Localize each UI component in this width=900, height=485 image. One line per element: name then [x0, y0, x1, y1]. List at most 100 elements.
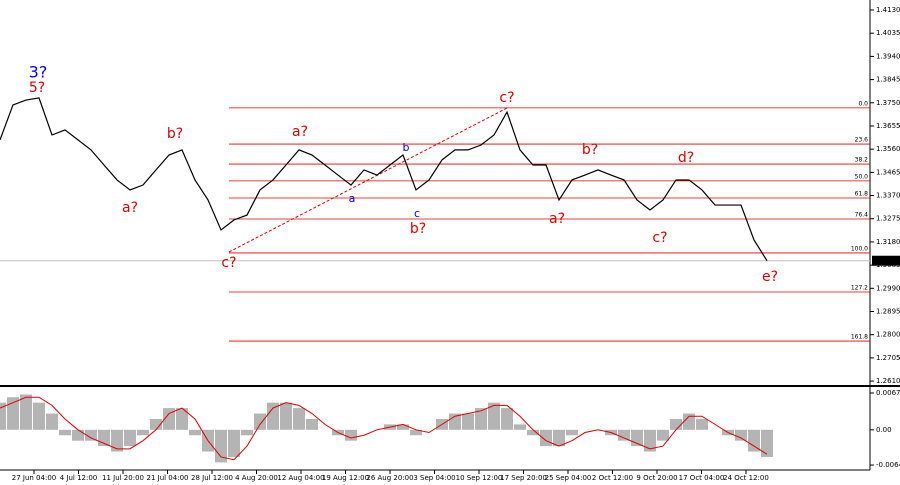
fib-label: 100.0 [851, 245, 868, 252]
x-tick-label: 17 Oct 04:00 [679, 474, 725, 482]
fib-label: 127.2 [851, 284, 868, 291]
x-tick-label: 19 Aug 12:00 [322, 474, 369, 482]
x-tick-label: 26 Aug 20:00 [366, 474, 413, 482]
wave-label: b? [167, 126, 183, 142]
histogram-bar [553, 429, 565, 447]
x-tick-label: 9 Oct 20:00 [636, 474, 677, 482]
x-tick-label: 21 Jul 04:00 [147, 474, 189, 482]
histogram-bar [7, 397, 19, 430]
histogram-bar [566, 429, 578, 436]
fib-label: 161.8 [851, 334, 868, 341]
signal-line [0, 396, 768, 461]
current-price-label: 1.3103 [874, 257, 899, 265]
y-tick-label: 1.4130 [876, 6, 900, 14]
histogram-bar [410, 429, 422, 436]
histogram-bar [488, 402, 500, 430]
histogram-bar [254, 413, 266, 430]
histogram-bar [241, 429, 253, 436]
x-tick-label: 11 Jul 20:00 [102, 474, 144, 482]
y-tick-label: 1.2990 [876, 284, 900, 292]
fib-label: 23.6 [855, 137, 869, 144]
histogram-bar [176, 408, 188, 430]
fib-label: 0.0 [858, 100, 868, 107]
wave-label: a [349, 192, 356, 205]
x-tick-label: 24 Oct 12:00 [723, 474, 769, 482]
histogram-bar [748, 429, 760, 452]
fib-label: 76.4 [855, 211, 869, 218]
histogram-bar [293, 408, 305, 430]
histogram-bar [163, 408, 175, 430]
histogram-bar [306, 418, 318, 430]
y-tick-label: 1.3750 [876, 99, 900, 107]
histogram-bar [514, 424, 526, 430]
histogram-bar [462, 413, 474, 430]
y-tick-label: 0.00678 [876, 389, 900, 397]
y-tick-label: 1.3845 [876, 76, 900, 84]
y-tick-label: 1.3655 [876, 122, 900, 130]
histogram-bar [644, 429, 656, 452]
histogram-bar [696, 418, 708, 430]
x-tick-label: 12 Aug 04:00 [277, 474, 324, 482]
histogram-bar [670, 418, 682, 430]
wave-label: b? [410, 221, 426, 237]
wave-label: c? [652, 230, 667, 246]
y-tick-label: 1.3275 [876, 215, 900, 223]
x-tick-label: 10 Sep 12:00 [456, 474, 503, 482]
histogram-bar [72, 429, 84, 441]
histogram-bar [280, 402, 292, 430]
histogram-bar [111, 429, 123, 452]
histogram-bar [761, 429, 773, 457]
fib-label: 50.0 [855, 173, 869, 180]
y-tick-label: 0.00 [876, 426, 892, 434]
histogram-bar [0, 402, 6, 430]
histogram-bar [657, 429, 669, 441]
histogram-bar [124, 429, 136, 447]
trend-line [228, 107, 508, 253]
fib-label: 61.8 [855, 190, 869, 197]
price-line [0, 97, 768, 262]
y-tick-label: 1.3180 [876, 238, 900, 246]
x-tick-label: 3 Sep 04:00 [413, 474, 455, 482]
fib-label: 38.2 [855, 157, 869, 164]
histogram-bar [540, 429, 552, 447]
y-tick-label: 1.2610 [876, 377, 900, 385]
histogram-bar [137, 429, 149, 436]
histogram-bar [85, 429, 97, 441]
x-tick-label: 4 Jul 12:00 [60, 474, 98, 482]
histogram-bar [33, 402, 45, 430]
histogram-bar [618, 429, 630, 441]
x-tick-label: 27 Jun 04:00 [12, 474, 56, 482]
current-price-box [872, 255, 900, 266]
histogram-bar [228, 429, 240, 457]
wave-label: a? [549, 211, 565, 227]
x-tick-label: 4 Aug 20:00 [235, 474, 278, 482]
wave-label: 5? [29, 80, 45, 96]
histogram-bar [527, 429, 539, 436]
wave-label: b? [582, 142, 598, 158]
histogram-bar [397, 424, 409, 430]
y-tick-label: 1.2895 [876, 308, 900, 316]
histogram-bar [267, 402, 279, 430]
y-tick-label: 1.4035 [876, 29, 900, 37]
y-tick-label: 1.3560 [876, 145, 900, 153]
histogram-bar [501, 408, 513, 430]
y-tick-label: 1.2800 [876, 331, 900, 339]
y-tick-label: 1.3370 [876, 192, 900, 200]
wave-label: a? [122, 200, 138, 216]
histogram-bar [150, 418, 162, 430]
x-tick-label: 25 Sep 04:00 [545, 474, 592, 482]
wave-label: c? [499, 90, 514, 106]
wave-label: 3? [29, 63, 48, 82]
x-tick-label: 2 Oct 12:00 [592, 474, 633, 482]
wave-label: a? [292, 124, 308, 140]
y-tick-label: -0.00649 [876, 461, 900, 469]
y-tick-label: 1.2705 [876, 354, 900, 362]
histogram-bar [735, 429, 747, 441]
histogram-bar [683, 413, 695, 430]
wave-label: c [414, 207, 420, 220]
y-tick-label: 1.3940 [876, 52, 900, 60]
wave-label: c? [221, 255, 236, 271]
histogram-bar [46, 413, 58, 430]
